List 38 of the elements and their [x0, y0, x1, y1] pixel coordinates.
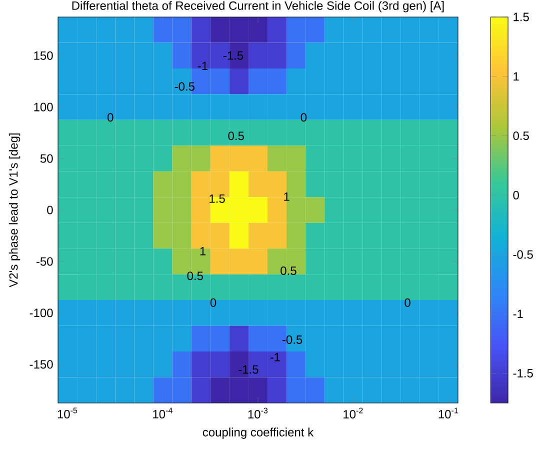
annotation: 0	[404, 298, 410, 307]
annotation: 0.5	[228, 132, 244, 140]
annotation: -1.5	[238, 365, 258, 374]
color-bar-label: 1.5	[514, 12, 529, 22]
color-bar-label: -0.5	[513, 250, 533, 259]
x-tick-label: 10$^{-3}$	[248, 408, 268, 419]
y-axis-title: V2's phase lead to V1's [deg]	[8, 134, 20, 288]
x-tick-label: 10$^{-2}$	[344, 408, 363, 419]
annotation: 0.5	[280, 266, 296, 275]
annotation: -1	[198, 62, 208, 70]
color-bar-label: -1.5	[513, 369, 533, 378]
y-tick-label: 100	[34, 102, 53, 112]
color-bar-label: 1	[514, 72, 519, 81]
y-tick-label: 50	[40, 154, 53, 163]
annotation: 0	[300, 113, 307, 122]
color-bar-label: 0.5	[513, 132, 529, 140]
annotation: 0.5	[187, 272, 203, 280]
annotation: 0	[210, 298, 216, 307]
annotation: -1.5	[223, 51, 244, 60]
y-tick-label: -50	[36, 257, 53, 266]
x-tick-label: 10$^{-5}$	[58, 408, 78, 418]
annotation: 1.5	[210, 194, 225, 203]
annotation: -1	[270, 353, 280, 362]
x-axis-title: coupling coefficient k	[202, 428, 314, 439]
annotation: 0	[108, 113, 114, 122]
annotation: 1	[284, 192, 290, 201]
annotation: -0.5	[282, 335, 302, 344]
y-tick-label: 0	[47, 206, 53, 214]
y-tick-label: -100	[30, 308, 53, 318]
y-tick-label: -150	[30, 360, 53, 369]
chart-title: Differential theta of Received Current in Vehicle Side Coil (3rd gen) [A]	[72, 1, 444, 12]
x-tick-label: 10$^{-1}$	[438, 408, 458, 418]
color-bar-label: 0	[513, 190, 519, 200]
color-bar-label: -1	[513, 310, 523, 318]
y-tick-label: 150	[34, 51, 53, 60]
annotation: -0.5	[174, 82, 194, 91]
annotation: 1	[200, 247, 206, 256]
x-tick-label: 10$^{-4}$	[153, 408, 172, 418]
